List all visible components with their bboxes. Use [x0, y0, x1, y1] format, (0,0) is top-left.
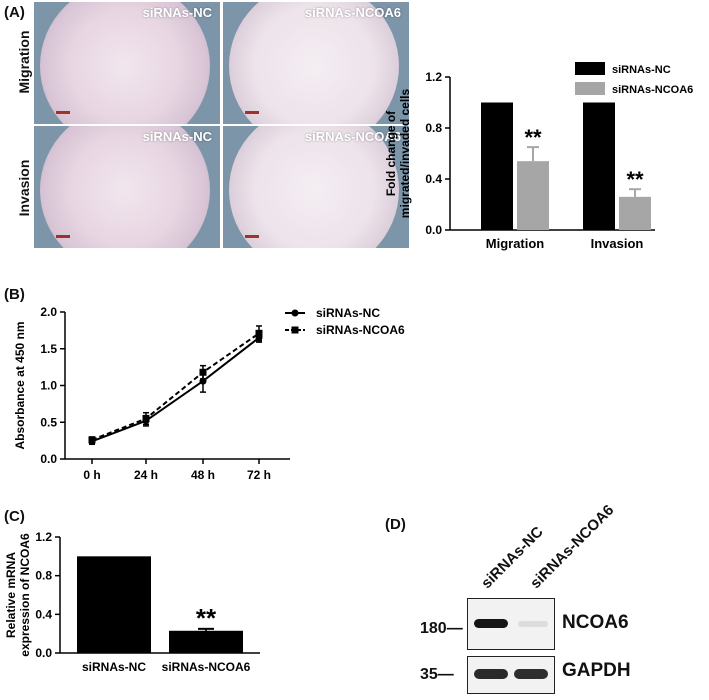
micrograph-caption: siRNAs-NC: [142, 129, 212, 144]
y-tick-label: 0.5: [40, 415, 57, 429]
micrograph-invasion-ncoa6: siRNAs-NCOA6: [223, 126, 409, 248]
culture-dish: [229, 126, 399, 248]
data-point: [88, 436, 96, 444]
bar: [619, 196, 651, 230]
y-tick-label: 0.8: [35, 569, 52, 583]
bar: [169, 630, 243, 653]
data-point: [142, 415, 150, 423]
x-tick-label: 72 h: [247, 468, 271, 482]
panel-b-label: (B): [4, 286, 25, 303]
y-axis-label: Absorbance at 450 nm: [13, 321, 27, 449]
y-axis-label: Relative mRNAexpression of NCOA6: [4, 533, 32, 657]
y-axis-label: Fold change ofmigrated/invaded cells: [384, 88, 412, 218]
band-label-gapdh: GAPDH: [562, 660, 631, 681]
legend-marker: [291, 326, 299, 334]
y-tick-label: 1.2: [35, 530, 52, 544]
scale-bar: [245, 111, 259, 114]
x-tick-label: Invasion: [591, 236, 644, 251]
significance-mark: **: [626, 167, 644, 192]
x-tick-label: siRNAs-NCOA6: [162, 660, 251, 674]
y-tick-label: 0.8: [425, 121, 442, 135]
legend-swatch: [575, 82, 605, 95]
scale-bar: [245, 235, 259, 238]
lane-label: siRNAs-NCOA6: [527, 501, 618, 593]
band: [474, 619, 508, 628]
scale-bar: [56, 111, 70, 114]
marker-35: 35—: [420, 666, 454, 683]
y-tick-label: 0.4: [425, 172, 442, 186]
culture-dish: [229, 2, 399, 124]
y-tick-label: 2.0: [40, 305, 57, 319]
y-tick-label: 0.0: [425, 223, 442, 237]
legend-swatch: [575, 62, 605, 75]
data-point: [255, 329, 263, 337]
micrograph-caption: siRNAs-NC: [142, 5, 212, 20]
legend-label: siRNAs-NC: [612, 64, 671, 76]
x-tick-label: 24 h: [134, 468, 158, 482]
micrograph-migration-nc: siRNAs-NC: [34, 2, 220, 124]
y-tick-label: 0.4: [35, 607, 52, 621]
chart-b-line: 0.0 0.5 1.0 1.5 2.0 Absorbance at 450 nm 0 h 24…: [13, 305, 405, 482]
micrograph-invasion-nc: siRNAs-NC: [34, 126, 220, 248]
y-tick-label: 0.0: [40, 452, 57, 466]
legend-marker: [291, 309, 299, 317]
significance-mark: **: [524, 125, 542, 150]
culture-dish: [40, 126, 210, 248]
micrograph-caption: siRNAs-NCOA6: [304, 129, 401, 144]
legend-label: siRNAs-NCOA6: [612, 84, 693, 96]
series-line: [91, 332, 260, 441]
x-tick-label: 48 h: [191, 468, 215, 482]
row-label-invasion: Invasion: [16, 159, 32, 217]
bar: [517, 161, 549, 230]
row-label-migration: Migration: [16, 30, 32, 94]
legend-label: siRNAs-NCOA6: [316, 323, 405, 337]
bar: [77, 556, 151, 653]
blot-lane-labels: siRNAs-NC siRNAs-NCOA6: [470, 488, 670, 592]
bar: [583, 102, 615, 230]
band: [474, 669, 508, 679]
band: [518, 621, 548, 627]
blot-ncoa6: [467, 598, 555, 650]
band-label-ncoa6: NCOA6: [562, 612, 629, 633]
significance-mark: **: [196, 603, 217, 633]
x-tick-label: siRNAs-NC: [82, 660, 146, 674]
micrograph-migration-ncoa6: siRNAs-NCOA6: [223, 2, 409, 124]
culture-dish: [40, 2, 210, 124]
y-tick-label: 1.5: [40, 342, 57, 356]
scale-bar: [56, 235, 70, 238]
series-line: [91, 336, 260, 443]
marker-180: 180—: [420, 620, 463, 637]
chart-a-bar: 0.0 0.4 0.8 1.2 Fold change ofmigrated/invad…: [384, 62, 693, 251]
band: [514, 669, 548, 679]
bar: [481, 102, 513, 230]
y-tick-label: 1.0: [40, 379, 57, 393]
panel-d-label: (D): [385, 516, 406, 533]
x-tick-label: Migration: [486, 236, 545, 251]
y-tick-label: 1.2: [425, 70, 442, 84]
panel-a-label: (A): [4, 4, 25, 21]
data-point: [199, 368, 207, 376]
micrograph-caption: siRNAs-NCOA6: [304, 5, 401, 20]
legend-label: siRNAs-NC: [316, 306, 380, 320]
y-tick-label: 0.0: [35, 646, 52, 660]
panel-c-label: (C): [4, 508, 25, 525]
x-tick-label: 0 h: [83, 468, 100, 482]
blot-gapdh: [467, 656, 555, 694]
